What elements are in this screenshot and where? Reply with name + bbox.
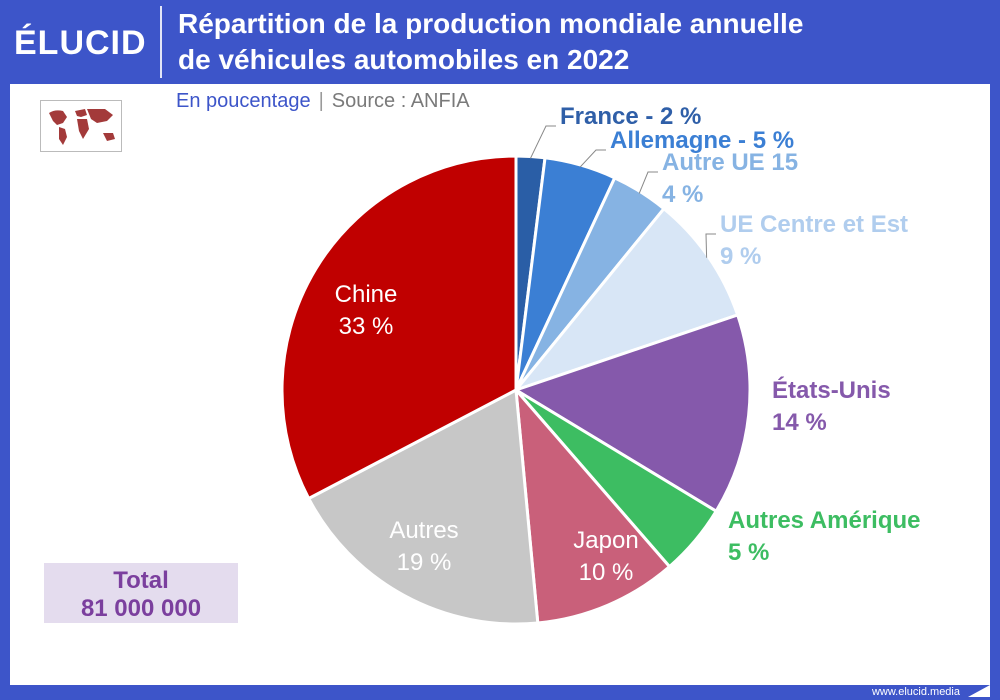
slice-pct-autres-amerique: 5 %	[728, 539, 769, 566]
subtitle: En poucentage | Source : ANFIA	[176, 90, 470, 113]
slice-pct-autres: 19 %	[397, 549, 452, 576]
slice-pct-japon: 10 %	[579, 559, 634, 586]
total-value: 81 000 000	[80, 595, 202, 622]
slice-label-ue-centre-et-est: UE Centre et Est	[720, 211, 908, 238]
header-divider	[160, 6, 162, 78]
slice-pct-etats-unis: 14 %	[772, 409, 827, 436]
total-label: Total	[113, 567, 169, 594]
slice-label-etats-unis: États-Unis	[772, 376, 891, 404]
slice-label-france: France - 2 %	[560, 103, 701, 130]
pie-slice-etats-unis	[512, 313, 752, 514]
leader-line-france	[529, 125, 556, 159]
title-line-1: Répartition de la production mondiale an…	[178, 8, 804, 39]
leader-line-autre-ue-15	[638, 171, 658, 194]
elucid-mark-icon	[968, 685, 990, 697]
elucid-logo[interactable]: ÉLUCID	[14, 24, 147, 62]
slice-label-allemagne: Allemagne - 5 %	[610, 127, 794, 154]
subtitle-separator: |	[318, 90, 324, 112]
slice-label-autres-amerique: Autres Amérique	[728, 507, 921, 534]
pie-slice-japon	[514, 385, 672, 625]
pie-slice-ue-centre-et-est	[511, 206, 740, 394]
slice-pct-ue-centre-et-est: 9 %	[720, 243, 761, 270]
slice-label-chine: Chine	[335, 281, 398, 308]
unit-label: En poucentage	[176, 90, 311, 112]
slice-label-japon: Japon	[573, 527, 638, 554]
leader-line-ue-centre-et-est	[705, 233, 716, 258]
pie-slice-autres	[306, 387, 540, 626]
source-label: Source : ANFIA	[331, 90, 470, 112]
header: ÉLUCID Répartition de la production mond…	[0, 0, 1000, 84]
pie-slice-chine	[280, 154, 518, 501]
title-line-2: de véhicules automobiles en 2022	[178, 44, 630, 75]
footer-site[interactable]: www.elucid.media	[871, 686, 960, 698]
page-title: Répartition de la production mondiale an…	[178, 6, 978, 78]
slice-label-autre-ue-15: Autre UE 15	[662, 149, 798, 176]
slice-label-autres: Autres	[389, 517, 458, 544]
slice-pct-chine: 33 %	[339, 313, 394, 340]
leader-line-allemagne	[579, 149, 606, 168]
slice-pct-autre-ue-15: 4 %	[662, 181, 703, 208]
world-map-icon	[40, 100, 122, 152]
total-box: Total 81 000 000	[44, 563, 238, 623]
